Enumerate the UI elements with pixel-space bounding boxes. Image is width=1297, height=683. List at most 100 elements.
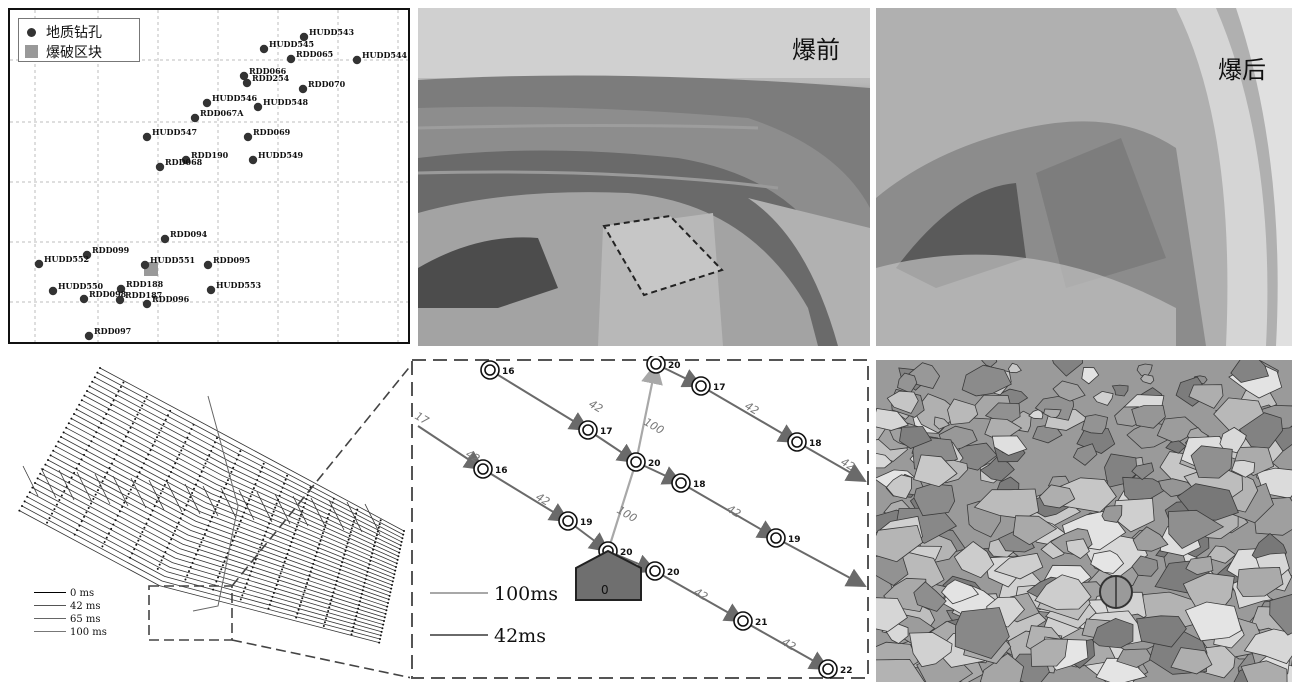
- blast-hole: 19: [766, 528, 801, 548]
- hole-delay-label: 17: [713, 383, 726, 393]
- fragmentation-photo: [876, 360, 1292, 682]
- blast-sequence-overview: 0 ms 42 ms 65 ms 100 ms: [8, 356, 412, 680]
- borehole-marker: HUDD552: [34, 254, 89, 269]
- sequence-legend-item: 42 ms: [34, 601, 101, 612]
- borehole-marker: RDD070: [298, 79, 346, 94]
- borehole-dot: [82, 250, 92, 260]
- borehole-label: HUDD550: [58, 281, 104, 291]
- borehole-marker: RDD094: [160, 229, 208, 244]
- borehole-marker: RDD254: [242, 73, 290, 88]
- borehole-dot: [243, 132, 253, 142]
- delay-42ms-line: [742, 620, 830, 670]
- borehole-marker: HUDD551: [140, 255, 195, 270]
- connector-delay-label: 42: [692, 585, 711, 603]
- borehole-marker: RDD095: [203, 255, 250, 270]
- borehole-marker: RDD065: [286, 49, 333, 64]
- borehole-dot: [242, 78, 252, 88]
- map-legend: 地质钻孔 爆破区块: [18, 18, 140, 62]
- connector-delay-label: 42: [534, 490, 553, 508]
- borehole-label: HUDD552: [44, 254, 89, 264]
- delay-42ms-line: [489, 369, 590, 432]
- borehole-marker: RDD068: [155, 157, 203, 172]
- borehole-marker: HUDD544: [352, 50, 408, 65]
- delay-42ms-line: [775, 537, 867, 587]
- map-legend-borehole: 地质钻孔: [25, 22, 102, 42]
- borehole-label: RDD068: [165, 157, 203, 167]
- borehole-marker: RDD069: [243, 127, 291, 142]
- borehole-dot-icon: [27, 28, 36, 37]
- before-blast-photo: 爆前: [418, 8, 870, 346]
- borehole-marker: RDD190: [181, 150, 229, 165]
- initiation-point-label: 0: [601, 583, 609, 597]
- initiation-sequence-diagram: [18, 363, 412, 679]
- borehole-label: HUDD543: [309, 27, 355, 37]
- borehole-dot: [140, 260, 150, 270]
- initiation-detail-zoom: 16 20 17 17 18 20 16 18 19 19 20 20 21 22 42 42 42 42 42 42…: [410, 356, 872, 680]
- hole-row: [31, 486, 385, 626]
- hole-row: [60, 436, 393, 587]
- borehole-label: RDD095: [213, 255, 250, 265]
- borehole-dot: [160, 234, 170, 244]
- hole-delay-label: 20: [667, 568, 680, 578]
- rock-fragments-image: [876, 360, 1292, 682]
- blast-hole: 19: [558, 511, 593, 531]
- borehole-label: HUDD545: [269, 39, 314, 49]
- connector-delay-label: 42: [839, 455, 858, 473]
- arrow-100ms-icon: [430, 592, 488, 594]
- arrow-42ms-icon: [430, 634, 488, 636]
- hole-delay-label: 16: [495, 466, 508, 476]
- borehole-map: HUDD543 HUDD545 RDD065 HUDD544 RDD066 RDD254 R…: [8, 8, 410, 344]
- borehole-marker: HUDD543: [299, 27, 355, 42]
- borehole-dot: [299, 32, 309, 42]
- blast-hole: 18: [671, 473, 706, 493]
- sequence-legend-item: 100 ms: [34, 627, 107, 638]
- borehole-marker: RDD098: [79, 289, 127, 304]
- borehole-label: RDD254: [252, 73, 290, 83]
- delay-42ms-line: [417, 425, 485, 471]
- hole-row: [47, 459, 389, 605]
- hole-delay-label: 21: [755, 618, 768, 628]
- hole-delay-label: 17: [600, 427, 613, 437]
- hole-row: [54, 445, 392, 594]
- borehole-label: RDD070: [308, 79, 346, 89]
- borehole-dot: [259, 44, 269, 54]
- borehole-dot: [239, 71, 249, 81]
- borehole-dot: [248, 155, 258, 165]
- blast-hole: 16: [480, 360, 515, 380]
- blast-hole: 21: [733, 611, 768, 631]
- borehole-marker: RDD066: [239, 66, 287, 81]
- blast-hole: 17: [578, 420, 613, 440]
- connector-delay-label: 42: [780, 635, 799, 653]
- hole-row: [91, 380, 403, 543]
- borehole-marker: HUDD546: [202, 93, 258, 108]
- blast-hole: 18: [787, 432, 822, 452]
- borehole-marker: HUDD548: [253, 97, 309, 112]
- borehole-dot: [142, 132, 152, 142]
- hole-row: [28, 491, 384, 630]
- borehole-label: RDD096: [152, 294, 190, 304]
- delay-42ms-line: [680, 482, 778, 540]
- hole-row: [49, 454, 390, 601]
- borehole-dot: [203, 260, 213, 270]
- blast-block-square-icon: [25, 45, 38, 58]
- borehole-dot: [286, 54, 296, 64]
- hole-delay-label: 16: [502, 367, 515, 377]
- borehole-dot: [84, 331, 94, 341]
- connector-delay-label: 42: [725, 502, 744, 520]
- hole-row: [70, 417, 397, 572]
- borehole-label: RDD069: [253, 127, 291, 137]
- borehole-dot: [155, 162, 165, 172]
- borehole-label: HUDD553: [216, 280, 262, 290]
- hole-row: [96, 371, 405, 536]
- sequence-legend-item: 65 ms: [34, 614, 101, 625]
- delay-42ms-line: [796, 441, 867, 482]
- hole-delay-label: 19: [580, 518, 593, 528]
- hole-row: [36, 477, 386, 619]
- blast-hole: 20: [645, 561, 680, 581]
- borehole-dot: [115, 295, 125, 305]
- delay-42ms-line: [482, 468, 570, 523]
- borehole-marker: HUDD545: [259, 39, 314, 54]
- borehole-label: RDD187: [125, 290, 162, 300]
- borehole-dot: [253, 102, 263, 112]
